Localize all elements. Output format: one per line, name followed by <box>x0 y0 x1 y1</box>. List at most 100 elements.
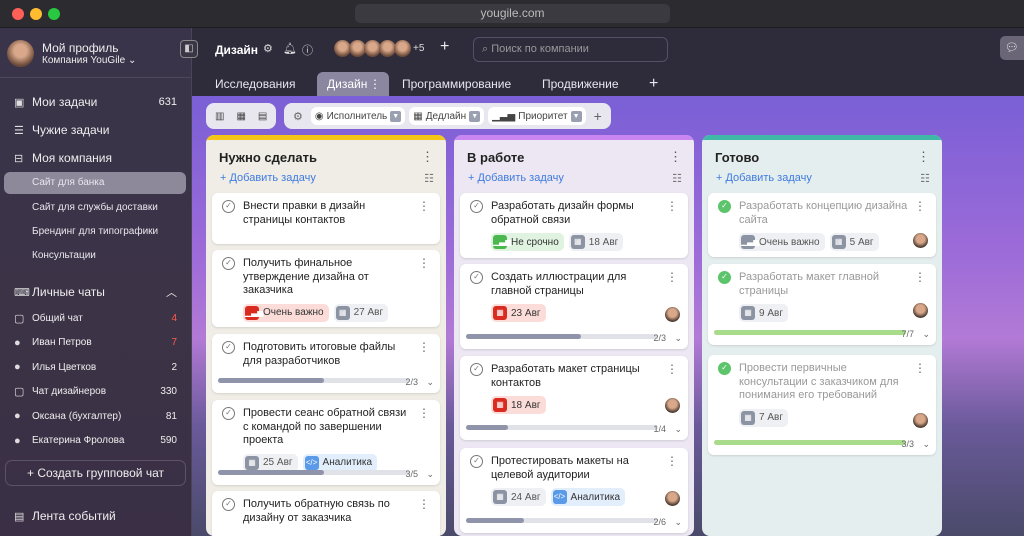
expand-subtasks-icon[interactable]: ⌄ <box>674 424 682 434</box>
assignee-avatar[interactable] <box>913 413 928 428</box>
profile-name[interactable]: Мой профиль <box>42 41 119 55</box>
personal-chats-header[interactable]: ⌨ Личные чаты ︿ <box>14 282 177 302</box>
assignee-avatar[interactable] <box>665 307 680 322</box>
card-menu-icon[interactable]: ⋮ <box>418 497 430 511</box>
sidebar-item-my-tasks[interactable]: ▣ Мои задачи 631 <box>14 92 177 112</box>
sidebar-item-others-tasks[interactable]: ☰ Чужие задачи <box>14 120 177 140</box>
members-avatars[interactable]: +5 <box>334 40 424 57</box>
task-card[interactable]: ✓ Разработать дизайн формы обратной связ… <box>460 193 688 258</box>
deadline-badge[interactable]: ▦ 24 Авг <box>491 488 546 506</box>
card-menu-icon[interactable]: ⋮ <box>418 199 430 213</box>
minimize-window-button[interactable] <box>30 8 42 20</box>
complete-checkbox[interactable]: ✓ <box>718 200 731 213</box>
group-icon[interactable]: ☷ <box>920 173 930 185</box>
chat-item[interactable]: ▢ Общий чат 4 <box>14 308 177 328</box>
complete-checkbox[interactable]: ✓ <box>222 407 235 420</box>
add-tab-button[interactable]: + <box>649 75 659 92</box>
project-bank-site[interactable]: Сайт для банка <box>4 172 186 194</box>
create-group-chat-button[interactable]: + Создать групповой чат <box>5 460 186 486</box>
complete-checkbox[interactable]: ✓ <box>222 257 235 270</box>
task-card[interactable]: ✓ Получить финальное утверждение дизайна… <box>212 250 440 327</box>
chat-panel-button[interactable]: 💬︎ <box>1000 36 1024 60</box>
group-icon[interactable]: ☷ <box>424 173 434 185</box>
card-menu-icon[interactable]: ⋮ <box>914 270 926 284</box>
chat-item[interactable]: ● Оксана (бухгалтер) 81 <box>14 406 177 426</box>
column-menu-icon[interactable]: ⋮ <box>917 149 930 164</box>
deadline-badge[interactable]: ▦ 18 Авг <box>491 396 546 414</box>
chat-item[interactable]: ● Иван Петров 7 <box>14 333 177 353</box>
card-menu-icon[interactable]: ⋮ <box>418 256 430 270</box>
search-input[interactable]: ⌕ Поиск по компании <box>473 37 668 62</box>
company-switcher[interactable]: Компания YouGile ⌄ <box>42 55 136 66</box>
filter-priority[interactable]: ▁▃▅ Приоритет ▼ <box>488 107 586 125</box>
task-card[interactable]: ✓ Протестировать макеты на целевой аудит… <box>460 448 688 533</box>
task-card[interactable]: ✓ Разработать концепцию дизайна сайта ⋮ … <box>708 193 936 257</box>
deadline-badge[interactable]: ▦ 5 Авг <box>829 233 879 251</box>
task-card[interactable]: ✓ Внести правки в дизайн страницы контак… <box>212 193 440 244</box>
card-menu-icon[interactable]: ⋮ <box>666 199 678 213</box>
card-menu-icon[interactable]: ⋮ <box>418 340 430 354</box>
tab-promotion[interactable]: Продвижение <box>542 77 619 91</box>
priority-badge[interactable]: ▁▃▅ Очень важно <box>243 303 329 322</box>
task-card[interactable]: ✓ Создать иллюстрации для главной страни… <box>460 264 688 349</box>
deadline-badge[interactable]: ▦ 9 Авг <box>739 304 788 322</box>
task-card[interactable]: ✓ Получить обратную связь по дизайну от … <box>212 491 440 536</box>
gear-icon[interactable]: ⚙ <box>263 43 273 55</box>
chat-item[interactable]: ▢ Чат дизайнеров 330 <box>14 382 177 402</box>
complete-checkbox[interactable]: ✓ <box>222 498 235 511</box>
complete-checkbox[interactable]: ✓ <box>470 363 483 376</box>
add-filter-button[interactable]: + <box>593 108 602 124</box>
collapse-sidebar-button[interactable]: ◧ <box>180 40 198 58</box>
deadline-badge[interactable]: ▦ 7 Авг <box>739 408 788 427</box>
add-task-button[interactable]: + Добавить задачу <box>716 172 812 184</box>
kanban-view-icon[interactable]: ▥ <box>215 110 225 122</box>
tab-research[interactable]: Исследования <box>215 77 296 91</box>
task-card[interactable]: ✓ Провести сеанс обратной связи с команд… <box>212 400 440 485</box>
calendar-view-icon[interactable]: ▦ <box>236 110 246 122</box>
gantt-view-icon[interactable]: ▤ <box>257 110 268 122</box>
deadline-badge[interactable]: ▦ 23 Авг <box>491 304 546 322</box>
tab-menu-icon[interactable]: ⋮ <box>369 77 381 91</box>
expand-subtasks-icon[interactable]: ⌄ <box>426 377 434 387</box>
maximize-window-button[interactable] <box>48 8 60 20</box>
column-menu-icon[interactable]: ⋮ <box>669 149 682 164</box>
assignee-avatar[interactable] <box>913 233 928 248</box>
add-task-button[interactable]: + Добавить задачу <box>468 172 564 184</box>
task-card[interactable]: ✓ Провести первичные консультации с зака… <box>708 355 936 455</box>
tab-programming[interactable]: Программирование <box>402 77 512 91</box>
tab-design[interactable]: Дизайн ⋮ <box>317 72 389 96</box>
deadline-badge[interactable]: ▦ 25 Авг <box>243 453 298 472</box>
complete-checkbox[interactable]: ✓ <box>222 200 235 213</box>
add-member-button[interactable]: + <box>440 38 450 55</box>
complete-checkbox[interactable]: ✓ <box>470 200 483 213</box>
priority-badge[interactable]: ▁▃▅ Очень важно <box>739 233 825 251</box>
help-icon[interactable]: ⓘ <box>302 45 313 57</box>
assignee-avatar[interactable] <box>665 398 680 413</box>
settings-icon[interactable]: ⚙ <box>293 110 303 123</box>
complete-checkbox[interactable]: ✓ <box>718 271 731 284</box>
tag-badge[interactable]: </> Аналитика <box>550 488 626 506</box>
card-menu-icon[interactable]: ⋮ <box>418 406 430 420</box>
expand-subtasks-icon[interactable]: ⌄ <box>674 517 682 527</box>
group-icon[interactable]: ☷ <box>672 173 682 185</box>
card-menu-icon[interactable]: ⋮ <box>914 361 926 375</box>
complete-checkbox[interactable]: ✓ <box>470 271 483 284</box>
tag-badge[interactable]: </> Аналитика <box>302 453 378 472</box>
expand-subtasks-icon[interactable]: ⌄ <box>922 439 930 449</box>
filter-assignee[interactable]: ◉ Исполнитель ▼ <box>310 107 406 125</box>
assignee-avatar[interactable] <box>665 491 680 506</box>
deadline-badge[interactable]: ▦ 18 Авг <box>568 233 624 251</box>
priority-badge[interactable]: ▁▃▅ Не срочно <box>491 233 564 251</box>
expand-subtasks-icon[interactable]: ⌄ <box>426 469 434 479</box>
chat-item[interactable]: ● Екатерина Фролова 590 <box>14 431 177 451</box>
project-branding[interactable]: Брендинг для типографики <box>32 226 159 237</box>
expand-subtasks-icon[interactable]: ⌄ <box>922 329 930 339</box>
add-task-button[interactable]: + Добавить задачу <box>220 172 316 184</box>
card-menu-icon[interactable]: ⋮ <box>666 270 678 284</box>
deadline-badge[interactable]: ▦ 27 Авг <box>333 303 389 322</box>
project-consulting[interactable]: Консультации <box>32 250 96 261</box>
address-bar[interactable]: yougile.com <box>355 4 670 23</box>
task-card[interactable]: ✓ Разработать макет главной страницы ⋮ ▦… <box>708 264 936 345</box>
chat-item[interactable]: ● Илья Цветков 2 <box>14 357 177 377</box>
card-menu-icon[interactable]: ⋮ <box>914 199 926 213</box>
